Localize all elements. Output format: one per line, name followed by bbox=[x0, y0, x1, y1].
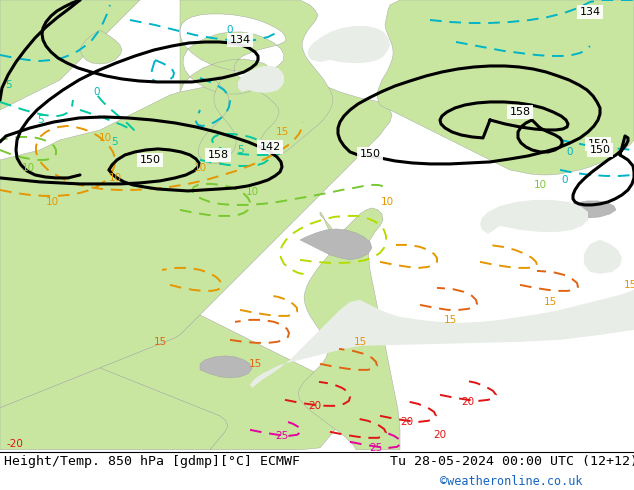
Text: 20: 20 bbox=[434, 430, 446, 440]
Polygon shape bbox=[298, 208, 400, 450]
Text: 20: 20 bbox=[462, 397, 475, 407]
Text: 10: 10 bbox=[108, 173, 122, 183]
Text: 5: 5 bbox=[112, 137, 119, 147]
Text: 10: 10 bbox=[98, 133, 112, 143]
Polygon shape bbox=[584, 240, 622, 274]
Polygon shape bbox=[200, 356, 252, 378]
Text: 134: 134 bbox=[230, 35, 250, 45]
Text: 15: 15 bbox=[249, 359, 262, 369]
Text: 10: 10 bbox=[46, 197, 58, 207]
Text: 10: 10 bbox=[193, 163, 207, 173]
Text: 15: 15 bbox=[543, 297, 557, 307]
Text: 150: 150 bbox=[590, 145, 611, 155]
Polygon shape bbox=[0, 75, 392, 408]
Text: 142: 142 bbox=[259, 142, 281, 152]
Text: 0: 0 bbox=[227, 25, 233, 35]
Text: 20: 20 bbox=[401, 417, 413, 427]
Text: 5: 5 bbox=[37, 115, 43, 125]
Text: 0: 0 bbox=[562, 175, 568, 185]
Text: 15: 15 bbox=[353, 337, 366, 347]
Text: 150: 150 bbox=[588, 139, 609, 149]
Text: 10: 10 bbox=[380, 197, 394, 207]
Polygon shape bbox=[308, 26, 390, 63]
Text: 10: 10 bbox=[22, 163, 35, 173]
Polygon shape bbox=[238, 66, 284, 93]
Text: Tu 28-05-2024 00:00 UTC (12+12): Tu 28-05-2024 00:00 UTC (12+12) bbox=[390, 455, 634, 468]
Polygon shape bbox=[480, 200, 588, 234]
Text: 15: 15 bbox=[623, 280, 634, 290]
Text: 25: 25 bbox=[370, 443, 383, 453]
Polygon shape bbox=[250, 290, 634, 388]
Polygon shape bbox=[560, 201, 616, 218]
Text: 10: 10 bbox=[245, 187, 259, 197]
Text: 0: 0 bbox=[567, 147, 573, 157]
Text: 15: 15 bbox=[275, 127, 288, 137]
Polygon shape bbox=[180, 0, 333, 156]
Text: -20: -20 bbox=[6, 439, 23, 449]
Polygon shape bbox=[300, 229, 372, 260]
Text: 25: 25 bbox=[275, 431, 288, 441]
Polygon shape bbox=[80, 30, 122, 64]
Polygon shape bbox=[0, 368, 228, 450]
Text: 150: 150 bbox=[359, 149, 380, 159]
Polygon shape bbox=[377, 0, 634, 175]
Polygon shape bbox=[0, 0, 140, 110]
Text: 20: 20 bbox=[308, 401, 321, 411]
Text: Height/Temp. 850 hPa [gdmp][°C] ECMWF: Height/Temp. 850 hPa [gdmp][°C] ECMWF bbox=[4, 455, 300, 468]
Text: ©weatheronline.co.uk: ©weatheronline.co.uk bbox=[440, 475, 583, 489]
Polygon shape bbox=[100, 315, 358, 450]
Text: 15: 15 bbox=[443, 315, 456, 325]
Polygon shape bbox=[198, 76, 236, 164]
Text: 158: 158 bbox=[207, 150, 229, 160]
Text: 0: 0 bbox=[94, 87, 100, 97]
Text: 150: 150 bbox=[139, 155, 160, 165]
Text: 134: 134 bbox=[579, 7, 600, 17]
Text: 158: 158 bbox=[510, 107, 531, 117]
Text: 10: 10 bbox=[533, 180, 547, 190]
Text: 5: 5 bbox=[236, 145, 243, 155]
Text: 15: 15 bbox=[153, 337, 167, 347]
Text: 5: 5 bbox=[4, 80, 11, 90]
